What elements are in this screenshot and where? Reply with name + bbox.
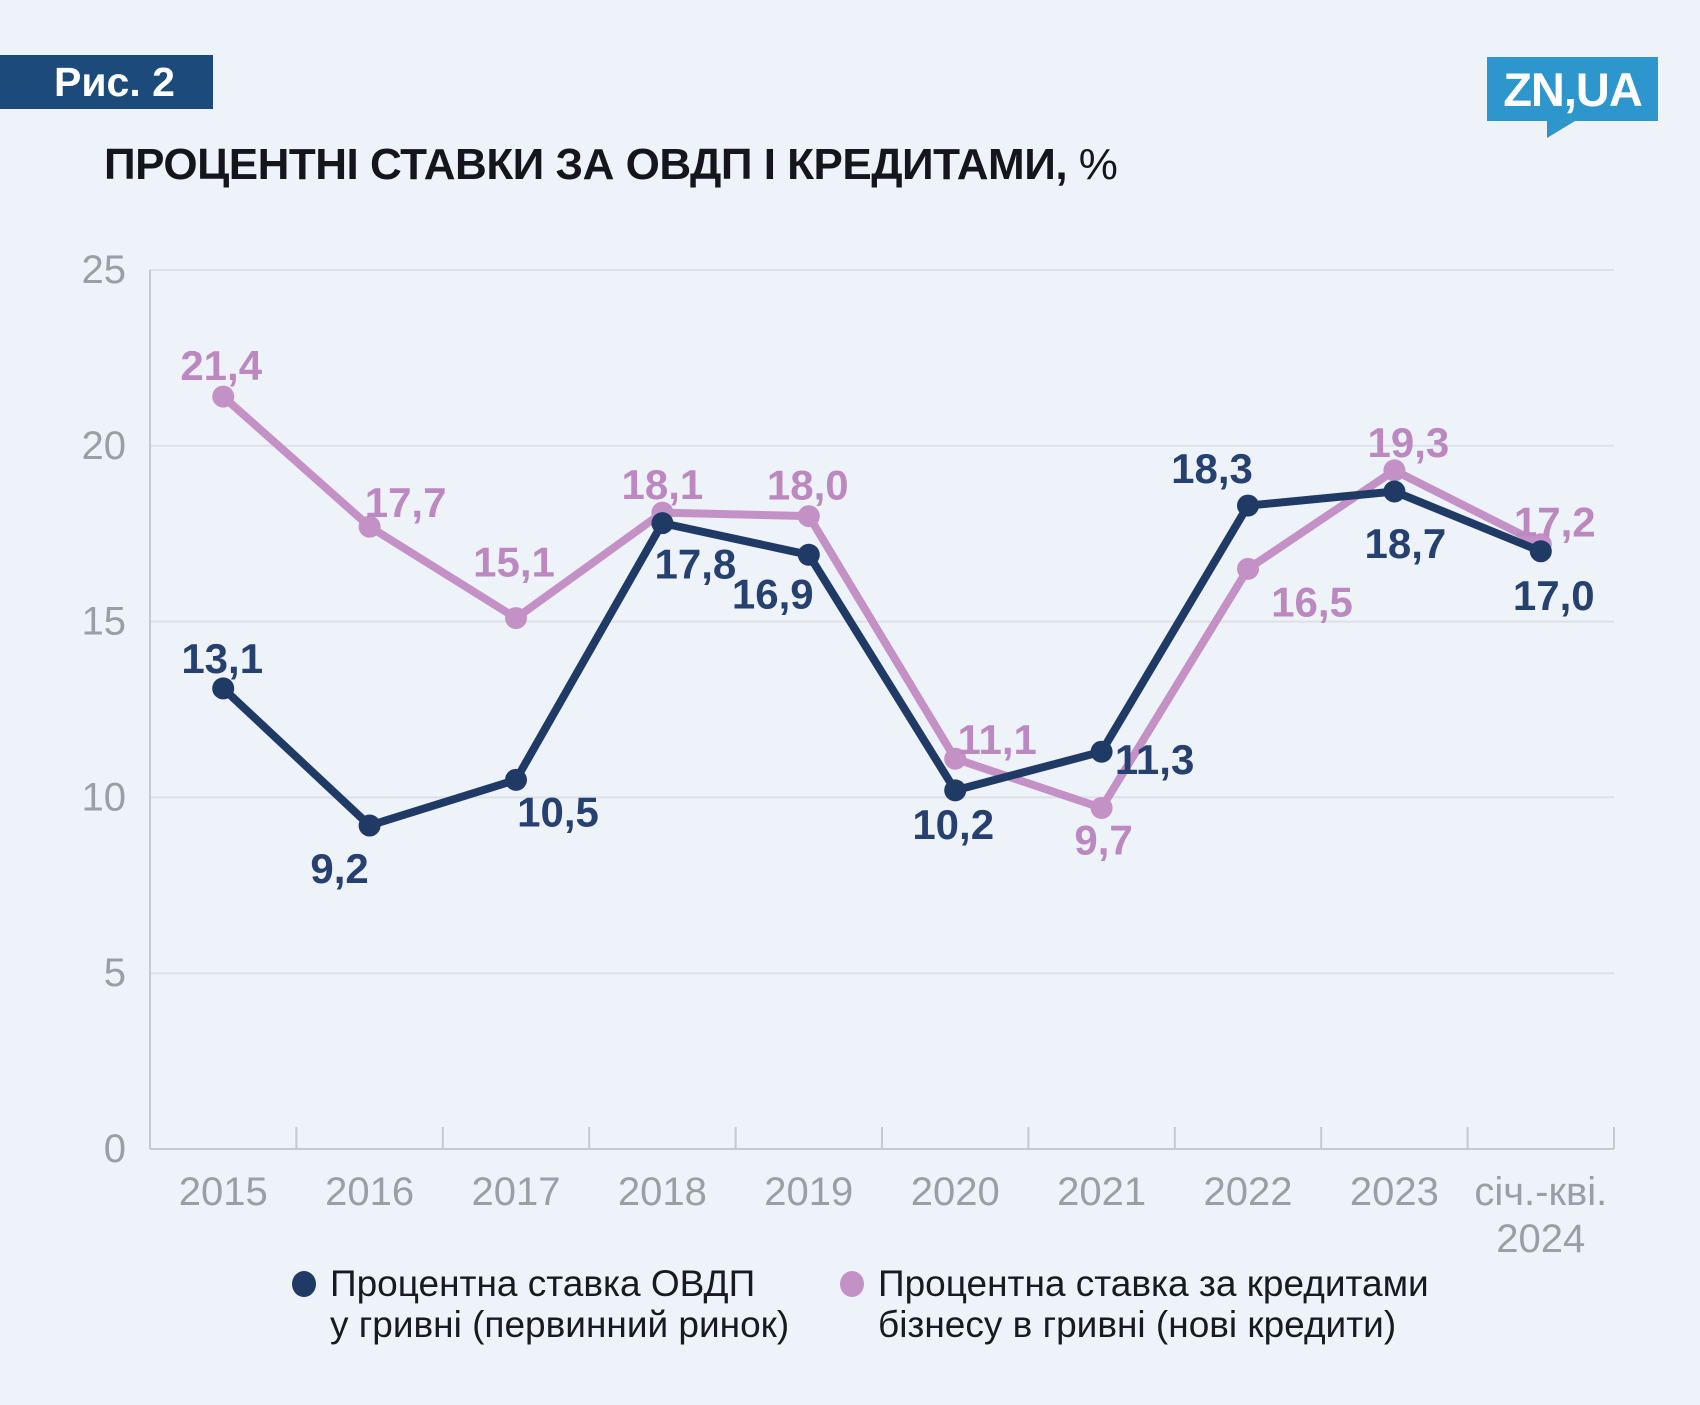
data-label-loans: 18,0 (767, 462, 849, 509)
y-axis-label: 10 (82, 775, 127, 819)
legend-item-loans: Процентна ставка за кредитами бізнесу в … (840, 1263, 1429, 1345)
data-point-loans (1090, 796, 1113, 819)
legend-marker-loans (840, 1271, 864, 1297)
data-point-loans (358, 515, 381, 538)
data-point-loans (505, 607, 527, 630)
data-label-loans: 16,5 (1271, 578, 1353, 625)
x-axis-label: 2017 (472, 1170, 561, 1214)
data-point-loans (797, 505, 820, 528)
znua-logo-text: ZN,UA (1503, 62, 1643, 116)
figure-number-badge: Рис. 2 (0, 55, 213, 109)
figure-number-label: Рис. 2 (54, 58, 175, 105)
series-line-loans (219, 392, 1545, 812)
data-label-loans: 21,4 (180, 342, 262, 389)
data-point-ovdp (797, 543, 820, 566)
x-axis-label: 2024 (1496, 1217, 1585, 1261)
data-label-loans: 19,3 (1368, 419, 1450, 466)
x-axis-label: 2021 (1057, 1170, 1146, 1214)
x-axis-label: 2015 (179, 1170, 268, 1214)
x-axis-label: 2018 (618, 1170, 707, 1214)
data-point-loans (1383, 459, 1406, 482)
data-label-ovdp: 9,2 (310, 845, 368, 892)
series-line-ovdp (219, 487, 1545, 830)
data-label-ovdp: 16,9 (732, 570, 814, 617)
x-axis-label: 2016 (325, 1170, 414, 1214)
data-point-ovdp (1090, 740, 1113, 763)
x-axis-label: січ.-кві. (1474, 1170, 1607, 1214)
data-label-loans: 17,7 (365, 479, 447, 526)
data-point-ovdp (651, 512, 674, 535)
data-point-ovdp (505, 768, 527, 791)
legend-marker-ovdp (292, 1271, 316, 1297)
data-label-loans: 17,2 (1514, 499, 1596, 546)
y-axis-label: 15 (82, 600, 127, 644)
data-point-loans (212, 385, 235, 408)
y-axis-label: 0 (104, 1127, 126, 1171)
data-point-ovdp (212, 677, 235, 700)
data-label-ovdp: 18,3 (1171, 445, 1253, 492)
data-label-ovdp: 10,5 (517, 788, 599, 835)
y-axis-label: 20 (82, 424, 127, 468)
legend-item-ovdp: Процентна ставка ОВДП у гривні (первинни… (292, 1263, 789, 1345)
data-label-ovdp: 10,2 (912, 801, 994, 848)
data-label-loans: 11,1 (957, 716, 1036, 763)
legend-label-loans: Процентна ставка за кредитами бізнесу в … (878, 1263, 1429, 1345)
data-label-loans: 15,1 (473, 539, 555, 586)
logo-speech-tail (1547, 121, 1575, 138)
x-axis-label: 2020 (911, 1170, 1000, 1214)
data-point-ovdp (1383, 480, 1406, 503)
data-label-ovdp: 17,8 (655, 541, 737, 588)
data-point-loans (1237, 557, 1259, 580)
data-point-ovdp (358, 814, 381, 837)
data-label-loans: 9,7 (1074, 816, 1132, 863)
x-axis-label: 2019 (764, 1170, 853, 1214)
data-point-ovdp (944, 779, 967, 802)
data-point-ovdp (1529, 540, 1552, 563)
legend-label-ovdp: Процентна ставка ОВДП у гривні (первинни… (330, 1263, 790, 1345)
data-label-ovdp: 18,7 (1365, 520, 1447, 567)
data-label-loans: 18,1 (622, 461, 704, 508)
page-title-text: ПРОЦЕНТНІ СТАВКИ ЗА ОВДП І КРЕДИТАМИ, (104, 140, 1068, 189)
data-point-ovdp (1237, 494, 1259, 517)
y-axis-label: 25 (82, 248, 127, 292)
x-axis-label: 2023 (1350, 1170, 1439, 1214)
data-label-ovdp: 17,0 (1513, 572, 1595, 619)
data-label-ovdp: 11,3 (1115, 736, 1194, 783)
znua-logo: ZN,UA (1487, 57, 1658, 138)
y-axis-label: 5 (104, 951, 126, 995)
data-label-ovdp: 13,1 (181, 635, 263, 682)
x-axis-label: 2022 (1204, 1170, 1293, 1214)
page-title-unit: % (1067, 140, 1118, 189)
data-point-loans (944, 747, 967, 770)
page-title: ПРОЦЕНТНІ СТАВКИ ЗА ОВДП І КРЕДИТАМИ, % (104, 140, 1118, 190)
